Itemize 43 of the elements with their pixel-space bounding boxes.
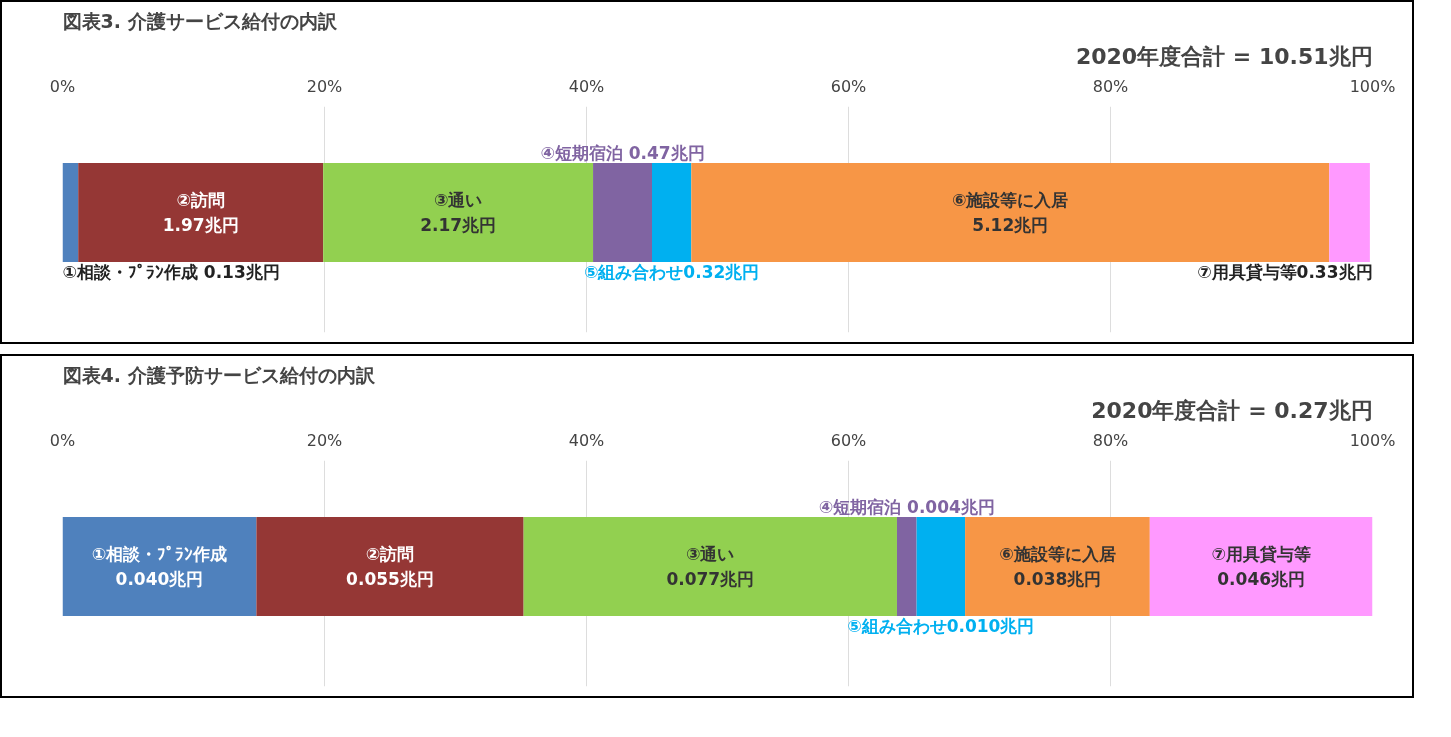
x-tick-label: 0% xyxy=(49,76,76,96)
bar xyxy=(965,517,1150,616)
series-label: ⑥施設等に入居 0.038兆円 xyxy=(999,543,1116,590)
bar xyxy=(593,163,652,262)
x-tick-label: 100% xyxy=(1349,430,1396,450)
series-label: ④短期宿泊 0.47兆円 xyxy=(540,143,705,163)
x-tick-label: 80% xyxy=(1092,430,1129,450)
bar xyxy=(691,163,1330,262)
series-label: ④短期宿泊 0.004兆円 xyxy=(818,497,995,517)
bar xyxy=(523,517,897,616)
series-label: ⑦用具貸与等0.33兆円 xyxy=(1197,261,1373,282)
series-label: ③通い 2.17兆円 xyxy=(420,189,497,236)
series-label: ①相談・ﾌﾟﾗﾝ作成 0.13兆円 xyxy=(62,261,280,282)
x-tick-label: 20% xyxy=(306,430,343,450)
bar xyxy=(323,163,594,262)
series-label: ⑥施設等に入居 5.12兆円 xyxy=(952,189,1069,236)
x-tick-label: 20% xyxy=(306,76,343,96)
x-tick-label: 40% xyxy=(568,76,605,96)
x-tick-label: 60% xyxy=(830,76,867,96)
x-tick-label: 40% xyxy=(568,430,605,450)
bar xyxy=(896,517,917,616)
series-label: ③通い 0.077兆円 xyxy=(666,543,755,590)
bar xyxy=(1149,517,1373,616)
x-tick-label: 100% xyxy=(1349,76,1396,96)
series-label: ②訪問 1.97兆円 xyxy=(162,189,239,236)
series-label: ②訪問 0.055兆円 xyxy=(346,543,434,590)
bar xyxy=(62,163,79,262)
bar xyxy=(78,163,324,262)
x-tick-label: 80% xyxy=(1092,76,1129,96)
chart-title: 図表3. 介護サービス給付の内訳 xyxy=(62,9,338,32)
series-label: ⑤組み合わせ0.010兆円 xyxy=(847,615,1035,636)
bar xyxy=(652,163,692,262)
chart-subtitle: 2020年度合計 = 10.51兆円 xyxy=(1075,43,1373,69)
series-label: ⑦用具貸与等 0.046兆円 xyxy=(1211,543,1311,590)
bar xyxy=(1329,163,1370,262)
series-label: ①相談・ﾌﾟﾗﾝ作成 0.040兆円 xyxy=(91,543,228,590)
chart-subtitle: 2020年度合計 = 0.27兆円 xyxy=(1091,397,1373,423)
x-tick-label: 0% xyxy=(49,430,76,450)
bar xyxy=(916,517,966,616)
series-label: ⑤組み合わせ0.32兆円 xyxy=(583,261,760,282)
chart-title: 図表4. 介護予防サービス給付の内訳 xyxy=(62,363,376,386)
bar xyxy=(256,517,524,616)
x-tick-label: 60% xyxy=(830,430,867,450)
